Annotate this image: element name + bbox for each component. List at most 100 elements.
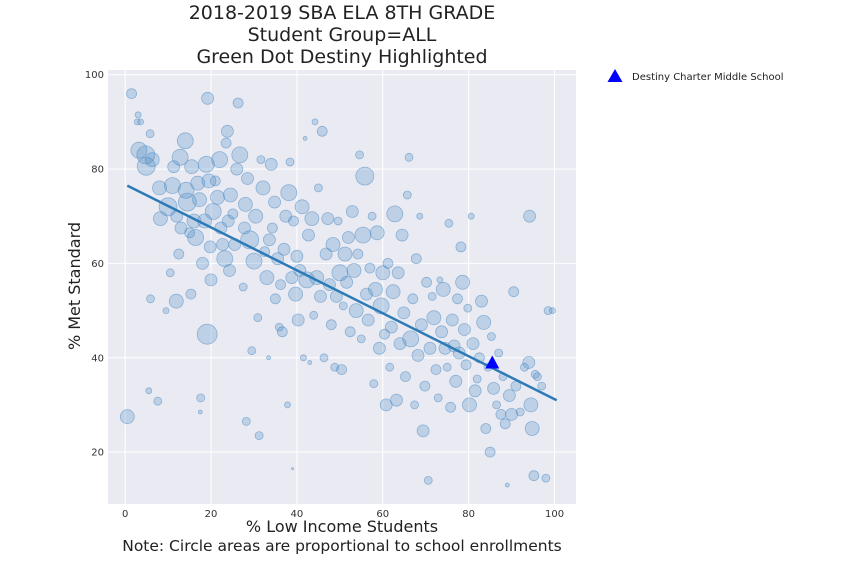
school-point bbox=[494, 348, 504, 358]
school-point bbox=[455, 274, 471, 290]
y-tick-label: 80 bbox=[91, 165, 104, 176]
school-point bbox=[523, 397, 539, 413]
y-axis-label: % Met Standard bbox=[65, 222, 84, 350]
school-point bbox=[210, 189, 225, 205]
chart-title: 2018-2019 SBA ELA 8TH GRADE Student Grou… bbox=[189, 2, 496, 68]
school-point bbox=[167, 160, 181, 174]
school-point bbox=[355, 150, 365, 160]
school-point bbox=[445, 401, 457, 413]
school-point bbox=[196, 323, 218, 345]
school-point bbox=[146, 294, 155, 304]
school-point bbox=[264, 157, 278, 171]
school-point bbox=[307, 360, 313, 365]
school-point bbox=[174, 221, 188, 235]
school-point bbox=[247, 346, 257, 356]
school-point bbox=[549, 307, 556, 315]
school-point bbox=[241, 416, 251, 426]
school-point bbox=[241, 172, 254, 185]
school-point bbox=[152, 180, 167, 196]
school-point bbox=[407, 293, 419, 305]
school-point bbox=[319, 247, 333, 261]
school-point bbox=[411, 348, 425, 362]
school-point bbox=[368, 281, 383, 297]
school-point bbox=[369, 225, 385, 241]
school-point bbox=[248, 208, 264, 224]
school-point bbox=[487, 381, 501, 395]
school-point bbox=[486, 332, 496, 341]
school-point bbox=[197, 409, 203, 415]
school-point bbox=[480, 423, 492, 434]
school-point bbox=[444, 218, 454, 228]
school-point bbox=[369, 379, 379, 389]
school-point bbox=[435, 281, 451, 297]
school-point bbox=[426, 310, 442, 326]
school-point bbox=[433, 393, 443, 403]
school-point bbox=[414, 318, 428, 332]
school-point bbox=[375, 265, 391, 281]
school-point bbox=[302, 135, 308, 141]
school-point bbox=[468, 384, 482, 398]
school-point bbox=[177, 181, 195, 199]
school-point bbox=[391, 266, 405, 280]
y-tick-label: 60 bbox=[91, 259, 104, 270]
school-point bbox=[288, 286, 304, 302]
school-point bbox=[177, 192, 197, 212]
school-point bbox=[345, 205, 359, 218]
school-point bbox=[253, 313, 263, 323]
x-tick-label: 40 bbox=[291, 509, 304, 520]
school-point bbox=[262, 233, 276, 247]
school-point bbox=[144, 152, 160, 168]
school-point bbox=[230, 162, 244, 176]
school-point bbox=[153, 396, 163, 406]
school-point bbox=[423, 475, 433, 485]
school-point bbox=[344, 326, 356, 338]
school-point bbox=[455, 241, 467, 253]
school-point bbox=[256, 155, 266, 165]
school-point bbox=[321, 212, 335, 226]
school-point bbox=[266, 355, 272, 361]
school-point bbox=[475, 294, 488, 308]
school-point bbox=[220, 137, 232, 149]
title-line-2: Student Group=ALL bbox=[248, 24, 437, 46]
school-point bbox=[285, 157, 295, 167]
school-point bbox=[462, 397, 477, 413]
school-point bbox=[316, 125, 328, 137]
x-tick-label: 20 bbox=[205, 509, 218, 520]
school-point bbox=[395, 228, 409, 242]
school-point bbox=[187, 229, 205, 246]
plot-area bbox=[108, 70, 576, 504]
school-point bbox=[467, 212, 475, 220]
school-point bbox=[304, 211, 320, 227]
school-point bbox=[309, 310, 319, 320]
school-point bbox=[220, 124, 234, 138]
school-point bbox=[385, 362, 395, 372]
school-point bbox=[442, 362, 452, 372]
school-point bbox=[541, 473, 551, 483]
school-point bbox=[266, 222, 278, 234]
school-point bbox=[333, 216, 343, 226]
legend-triangle-icon bbox=[607, 69, 623, 82]
school-point bbox=[390, 393, 403, 407]
school-point bbox=[284, 401, 291, 409]
school-point bbox=[533, 372, 542, 382]
school-point bbox=[276, 326, 288, 338]
school-point bbox=[336, 364, 348, 376]
school-point bbox=[404, 152, 414, 162]
school-point bbox=[460, 359, 472, 371]
school-point bbox=[360, 287, 373, 301]
school-point bbox=[311, 118, 319, 126]
school-point bbox=[136, 145, 156, 165]
school-point bbox=[196, 393, 206, 403]
school-point bbox=[356, 334, 366, 344]
school-point bbox=[238, 282, 248, 292]
school-point bbox=[269, 293, 281, 305]
school-point bbox=[449, 374, 463, 388]
school-point bbox=[184, 159, 200, 175]
school-point bbox=[185, 288, 197, 300]
regression-line bbox=[126, 184, 558, 402]
legend-entry-destiny: Destiny Charter Middle School bbox=[632, 72, 784, 83]
school-point bbox=[290, 249, 304, 263]
school-point bbox=[223, 264, 236, 277]
school-point bbox=[237, 196, 253, 212]
school-point bbox=[384, 320, 398, 334]
